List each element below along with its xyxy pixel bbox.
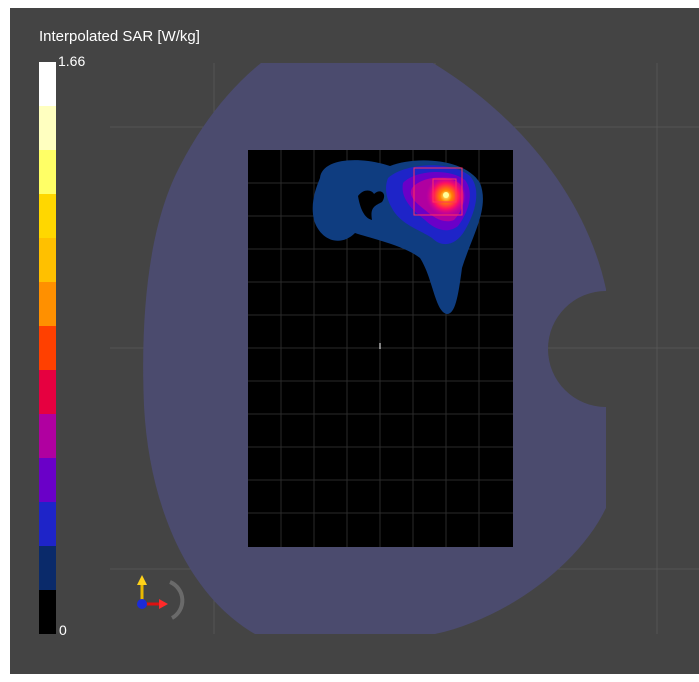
legend-max-label: 1.66 bbox=[58, 53, 86, 69]
sar-distribution bbox=[312, 160, 483, 314]
axes-triad-icon[interactable] bbox=[128, 570, 188, 630]
legend-color-segment bbox=[39, 414, 56, 458]
legend-min-label: 0 bbox=[59, 622, 67, 638]
legend-color-segment bbox=[39, 458, 56, 502]
legend-title: Interpolated SAR [W/kg] bbox=[39, 28, 200, 45]
legend-color-segment bbox=[39, 106, 56, 150]
area-scan-peak-box bbox=[413, 167, 463, 216]
legend-color-segment bbox=[39, 502, 56, 546]
legend-color-segment bbox=[39, 370, 56, 414]
legend-color-segment bbox=[39, 238, 56, 282]
legend-color-segment bbox=[39, 194, 56, 238]
legend-color-segment bbox=[39, 590, 56, 634]
legend-color-segment bbox=[39, 150, 56, 194]
sar-contour-gap bbox=[358, 190, 385, 220]
color-legend-bar bbox=[39, 62, 56, 634]
sar-viewport[interactable]: Interpolated SAR [W/kg] 1.66 0 bbox=[10, 8, 699, 674]
legend-color-segment bbox=[39, 326, 56, 370]
zoom-scan-box bbox=[432, 178, 457, 203]
legend-color-segment bbox=[39, 282, 56, 326]
sar-scene[interactable] bbox=[10, 8, 699, 674]
legend-color-segment bbox=[39, 546, 56, 590]
legend-color-segment bbox=[39, 62, 56, 106]
sar-peak bbox=[443, 192, 449, 198]
